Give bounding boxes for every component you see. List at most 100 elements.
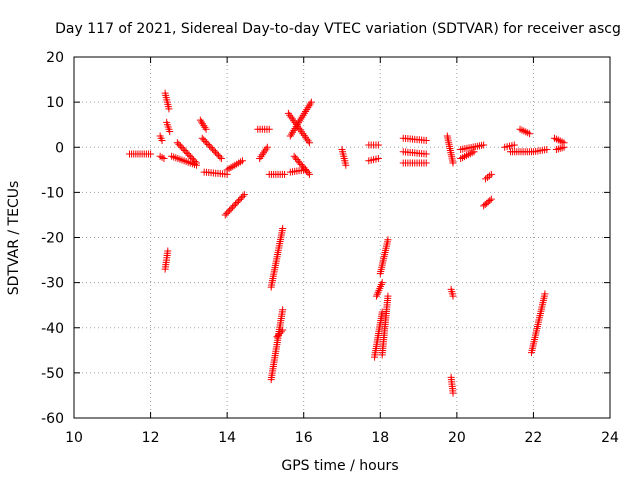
y-tick-label: -60 — [41, 411, 64, 427]
data-point — [374, 155, 382, 163]
data-point — [200, 136, 208, 144]
x-axis-title: GPS time / hours — [281, 458, 398, 474]
data-point — [470, 148, 478, 156]
data-point — [422, 159, 430, 167]
data-point — [288, 115, 296, 123]
data-point — [274, 331, 282, 339]
data-segment — [126, 150, 155, 158]
data-segment — [254, 125, 273, 133]
data-segment — [265, 170, 289, 178]
data-point — [161, 265, 169, 273]
data-segment — [529, 146, 551, 156]
data-segment — [399, 134, 430, 144]
data-segment — [163, 118, 174, 135]
data-point — [188, 154, 196, 162]
data-point — [276, 329, 284, 337]
data-point — [302, 133, 310, 141]
data-segment — [550, 134, 568, 147]
data-point — [237, 194, 245, 202]
data-point — [233, 198, 241, 206]
data-point — [158, 136, 166, 144]
data-point — [277, 328, 285, 336]
data-segment — [267, 306, 287, 384]
data-segment — [223, 157, 246, 174]
data-point — [182, 148, 190, 156]
data-segment — [221, 191, 248, 219]
data-point — [300, 131, 308, 139]
chart-title: Day 117 of 2021, Sidereal Day-to-day VTE… — [55, 21, 621, 37]
data-segment — [286, 98, 315, 140]
data-segment — [399, 159, 430, 167]
data-point — [422, 150, 430, 158]
data-point — [217, 155, 225, 163]
data-point — [210, 147, 218, 155]
data-segment — [156, 152, 168, 163]
data-point — [232, 200, 240, 208]
data-point — [342, 161, 350, 169]
data-point — [202, 125, 210, 133]
data-segment — [161, 247, 172, 273]
data-point — [265, 125, 273, 133]
data-point — [560, 143, 568, 151]
data-point — [212, 148, 220, 156]
data-segment — [196, 116, 210, 133]
data-segment — [156, 132, 166, 144]
data-point — [279, 326, 287, 334]
data-point — [307, 98, 315, 106]
data-point — [486, 196, 494, 204]
data-point — [221, 211, 229, 219]
x-tick-label: 10 — [65, 430, 83, 446]
data-point — [234, 197, 242, 205]
x-tick-label: 22 — [525, 430, 543, 446]
data-point — [238, 157, 246, 165]
data-point — [178, 143, 186, 151]
data-segment — [399, 148, 430, 158]
y-tick-label: 0 — [55, 140, 64, 156]
data-point — [384, 292, 392, 300]
data-segment — [447, 285, 457, 300]
data-segment — [371, 308, 386, 361]
data-point — [449, 292, 457, 300]
data-segment — [286, 166, 310, 176]
data-segment — [457, 148, 478, 163]
y-tick-label: -20 — [41, 231, 64, 247]
data-point — [290, 117, 298, 125]
data-segment — [290, 152, 313, 178]
data-segment — [372, 279, 386, 300]
x-tick-label: 20 — [448, 430, 466, 446]
data-point — [190, 156, 198, 164]
data-point — [197, 118, 205, 126]
data-segment — [161, 89, 173, 113]
data-point — [378, 308, 386, 316]
data-point — [374, 141, 382, 149]
data-segment — [501, 141, 518, 151]
grid — [74, 57, 610, 418]
data-point — [384, 236, 392, 244]
data-segment — [284, 109, 313, 147]
data-point — [204, 140, 212, 148]
data-point — [541, 290, 549, 298]
data-point — [543, 146, 551, 154]
y-tick-label: -50 — [41, 366, 64, 382]
data-point — [201, 137, 209, 145]
data-points — [126, 89, 568, 397]
data-point — [263, 143, 271, 151]
data-segment — [173, 139, 201, 167]
data-point — [482, 175, 490, 183]
data-point — [296, 126, 304, 134]
y-tick-label: -40 — [41, 321, 64, 337]
data-point — [165, 105, 173, 113]
data-point — [422, 136, 430, 144]
data-segment — [273, 326, 287, 341]
y-tick-label: -10 — [41, 185, 64, 201]
data-point — [191, 157, 199, 165]
data-point — [147, 150, 155, 158]
data-point — [281, 170, 289, 178]
data-segment — [365, 155, 382, 165]
data-segment — [482, 170, 495, 183]
x-tick-label: 12 — [142, 430, 160, 446]
y-tick-label: 20 — [46, 50, 64, 66]
y-tick-label: 10 — [46, 95, 64, 111]
data-point — [279, 306, 287, 314]
data-point — [449, 159, 457, 167]
